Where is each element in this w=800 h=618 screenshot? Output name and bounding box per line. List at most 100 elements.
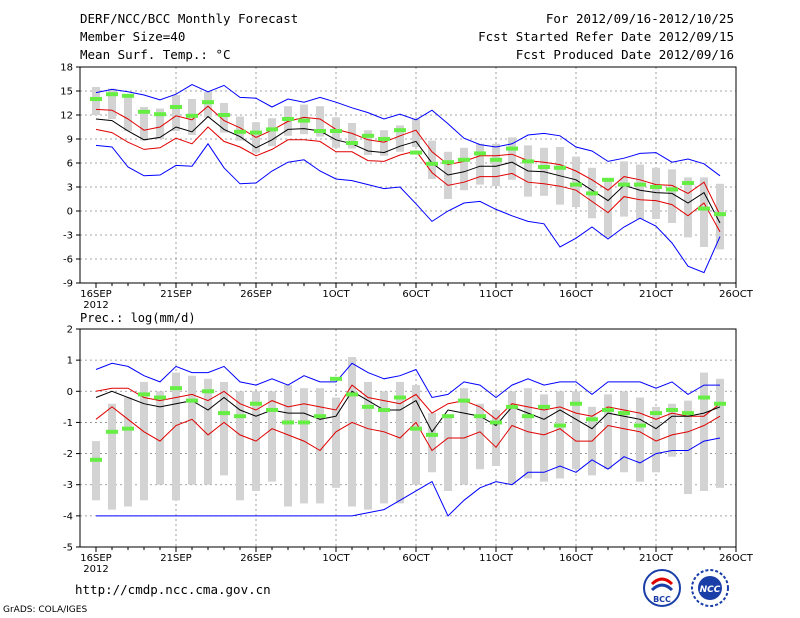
panel1-observed-marker	[698, 206, 710, 211]
panel2-ensemble-box	[524, 388, 532, 479]
panel2-observed-marker	[538, 404, 550, 409]
panel1-observed-marker	[218, 113, 230, 117]
source-url[interactable]: http://cmdp.ncc.cma.gov.cn	[75, 582, 271, 597]
panel2-xtick-label: 16SEP	[80, 553, 111, 564]
panel1-ensemble-box	[700, 177, 708, 247]
panel1-min-line	[95, 142, 721, 274]
panel1-ensemble-box	[172, 95, 180, 131]
panel1-ytick-label: 3	[67, 183, 73, 194]
panel1-ensemble-box	[236, 116, 244, 141]
panel2-observed-marker	[154, 395, 166, 400]
panel1-xtick-label: 26OCT	[719, 289, 754, 300]
panel2-observed-marker	[266, 407, 278, 412]
panel2-observed-marker	[410, 426, 422, 431]
panel1-ensemble-box	[604, 179, 612, 238]
panel2-ensemble-box	[396, 381, 404, 504]
panel1-median-line	[95, 115, 721, 224]
panel1-observed-marker	[426, 161, 438, 166]
panel1-ensemble-box	[380, 130, 388, 156]
variable-label: Mean Surf. Temp.: °C	[80, 47, 231, 62]
panel2-observed-marker	[506, 404, 518, 409]
panel2-observed-marker	[378, 407, 390, 412]
panel2-ensemble-box	[268, 391, 276, 482]
panel2-ensemble-box	[364, 381, 372, 510]
panel2-ensemble-box	[428, 413, 436, 473]
panel1-xtick-label: 11OCT	[479, 289, 514, 300]
panel2-observed-marker	[170, 386, 182, 391]
panel2-ensemble-box	[492, 409, 500, 467]
panel2-observed-marker	[298, 420, 310, 425]
panel1-observed-marker	[90, 97, 102, 101]
panel2-observed-marker	[442, 414, 454, 419]
panel2-observed-marker	[138, 392, 150, 397]
panel1-observed-marker	[170, 105, 182, 109]
chart-title: DERF/NCC/BCC Monthly Forecast	[80, 11, 299, 26]
panel2-xtick-label: 1OCT	[322, 553, 350, 564]
panel2-xtick-year: 2012	[83, 564, 108, 575]
panel1-q1-line	[95, 126, 721, 233]
panel2-q1-line	[95, 406, 721, 452]
panel2-observed-marker	[122, 426, 134, 431]
panel1-ensemble-box	[460, 147, 468, 191]
panel2-ensemble-box	[236, 391, 244, 501]
panel1-observed-marker	[106, 92, 118, 97]
panel1-observed-marker	[122, 93, 134, 98]
ncc-logo-text: NCC	[700, 585, 721, 595]
panel1-ensemble-box	[108, 88, 116, 119]
panel1-ytick-label: -3	[63, 231, 73, 242]
grads-credit: GrADS: COLA/IGES	[3, 605, 88, 615]
panel1-ensemble-box	[204, 91, 212, 118]
panel2-ensemble-box	[412, 385, 420, 485]
bcc-logo-text: BCC	[653, 595, 671, 604]
panel1-ensemble-box	[412, 119, 420, 147]
panel1-ytick-label: 9	[67, 135, 73, 146]
panel2-ensemble-box	[652, 406, 660, 473]
panel1-observed-marker	[298, 118, 310, 123]
panel2-observed-marker	[346, 392, 358, 397]
panel1-q3-line	[95, 105, 721, 216]
panel2-ensemble-box	[300, 388, 308, 504]
panel2-ensemble-box	[684, 400, 692, 495]
panel1-ensemble-box	[492, 143, 500, 187]
panel1-ensemble-box	[716, 183, 724, 250]
panel2-ensemble-box	[204, 378, 212, 485]
panel1-ensemble-box	[684, 177, 692, 238]
panel2-observed-marker	[186, 398, 198, 403]
panel2-observed-marker	[394, 395, 406, 400]
panel2-xtick-label: 6OCT	[402, 553, 430, 564]
panel2-xtick-label: 11OCT	[479, 553, 514, 564]
panel2-ensemble-box	[460, 388, 468, 485]
panel2-ytick-label: -2	[63, 449, 73, 460]
panel2-ensemble-box	[284, 385, 292, 507]
panel2-observed-marker	[474, 414, 486, 419]
forecast-period: For 2012/09/16-2012/10/25	[545, 11, 734, 26]
panel1-observed-marker	[154, 112, 166, 117]
panel1-xtick-label: 1OCT	[322, 289, 350, 300]
panel2-observed-marker	[202, 389, 214, 394]
panel1-ensemble-box	[572, 156, 580, 207]
panel1-ensemble-box	[668, 169, 676, 223]
panel2-ensemble-box	[444, 416, 452, 491]
panel2-ensemble-box	[572, 391, 580, 470]
member-size-label: Member Size=40	[80, 29, 186, 44]
panel1-observed-marker	[538, 165, 550, 169]
panel2-observed-marker	[714, 401, 726, 406]
panel1-ytick-label: 18	[60, 63, 73, 74]
panel2-ytick-label: 2	[67, 325, 73, 336]
panel2-ensemble-box	[716, 378, 724, 488]
panel2-max-line	[95, 362, 720, 399]
panel2-group: -5 -4 -3 -2 -1 0 1 2 16SEP 21SEP 26SEP 1OCT 6OCT 11OC…	[63, 325, 754, 576]
panel2-observed-marker	[650, 411, 662, 416]
panel1-xtick-label: 16OCT	[559, 289, 594, 300]
panel2-observed-marker	[634, 423, 646, 428]
panel2-ensemble-box	[556, 391, 564, 479]
panel2-ytick-label: 1	[67, 356, 73, 367]
panel1-observed-marker	[618, 182, 630, 187]
panel2-ensemble-box	[348, 357, 356, 507]
panel2-min-line	[96, 437, 721, 517]
panel2-ensemble-box	[604, 394, 612, 470]
panel1-observed-marker	[138, 109, 150, 114]
panel2-frame	[79, 328, 737, 548]
panel2-ensemble-box	[700, 372, 708, 491]
panel2-observed-marker	[666, 407, 678, 412]
